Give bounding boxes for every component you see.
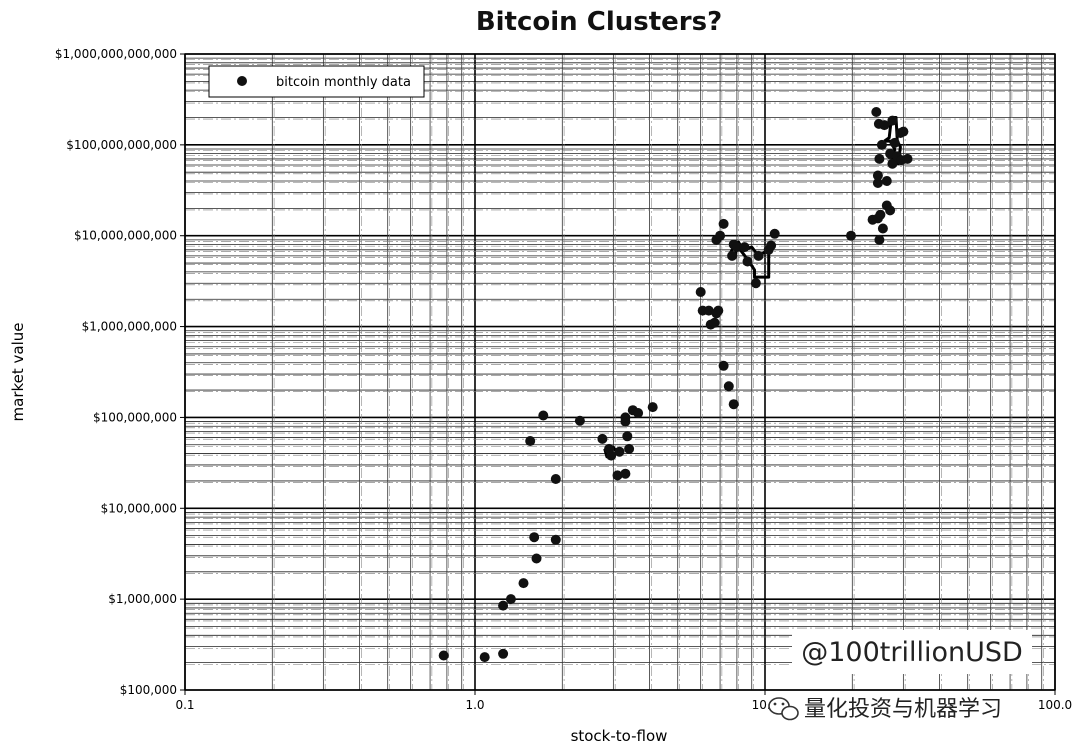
- data-point: [612, 470, 623, 481]
- data-point: [574, 415, 585, 426]
- data-point: [718, 360, 729, 371]
- watermark-handle-bg: [792, 630, 1032, 674]
- data-point: [887, 158, 898, 169]
- data-point: [709, 317, 720, 328]
- x-tick-label: 0.1: [175, 698, 194, 712]
- data-point: [728, 399, 739, 410]
- data-point: [711, 308, 722, 319]
- data-point: [614, 446, 625, 457]
- data-point: [902, 153, 913, 164]
- data-point: [538, 410, 549, 421]
- data-point: [898, 126, 909, 137]
- data-point: [731, 242, 742, 253]
- data-point: [739, 242, 750, 253]
- data-point: [695, 287, 706, 297]
- data-point: [620, 412, 631, 423]
- data-points: [438, 107, 913, 663]
- data-point: [718, 218, 729, 229]
- data-point: [753, 250, 764, 261]
- data-point: [769, 228, 780, 239]
- data-point: [885, 205, 896, 216]
- data-point: [622, 431, 633, 442]
- data-point: [505, 594, 516, 605]
- data-point: [647, 402, 658, 413]
- y-tick-label: $1,000,000: [108, 592, 177, 606]
- data-point: [529, 532, 540, 543]
- data-point: [498, 648, 509, 659]
- data-point: [633, 408, 644, 418]
- data-point: [871, 107, 882, 117]
- data-point: [889, 137, 900, 148]
- data-point: [518, 578, 529, 589]
- data-point: [877, 223, 888, 234]
- grid-lines: [184, 53, 1056, 691]
- y-tick-label: $100,000,000: [93, 410, 177, 424]
- y-tick-label: $100,000,000,000: [66, 138, 177, 152]
- x-tick-label: 1.0: [465, 698, 484, 712]
- data-point: [550, 474, 561, 484]
- data-point: [531, 553, 542, 564]
- x-axis-label: stock-to-flow: [571, 727, 668, 745]
- y-tick-label: $1,000,000,000,000: [55, 47, 177, 61]
- data-point: [703, 305, 714, 316]
- watermark-handle: @100trillionUSD: [792, 630, 1032, 674]
- chart-title: Bitcoin Clusters?: [476, 7, 722, 37]
- data-point: [766, 240, 777, 251]
- data-point: [715, 230, 726, 241]
- y-axis-ticks: $100,000 $1,000,000 $10,000,000 $100,000,00…: [55, 47, 185, 697]
- legend: bitcoin monthly data: [208, 65, 425, 98]
- x-tick-label: 100.0: [1038, 698, 1072, 712]
- y-tick-label: $1,000,000,000: [82, 320, 177, 334]
- watermark-brand-text: 量化投资与机器学习: [804, 697, 1002, 722]
- wechat-icon: [768, 697, 799, 721]
- data-point: [874, 234, 885, 245]
- data-point: [550, 534, 561, 545]
- data-point: [723, 381, 734, 392]
- data-point: [881, 176, 892, 186]
- legend-marker: [237, 76, 247, 86]
- y-tick-label: $100,000: [120, 683, 177, 697]
- data-point: [876, 139, 887, 150]
- data-point: [624, 443, 635, 454]
- watermark-handle-text: @100trillionUSD: [801, 637, 1023, 668]
- data-point: [750, 278, 761, 289]
- plot-frame: [184, 53, 1056, 691]
- data-point: [727, 250, 738, 261]
- data-point: [498, 600, 509, 611]
- data-point: [620, 468, 631, 479]
- data-point: [846, 230, 856, 241]
- data-point: [525, 436, 536, 446]
- data-point: [606, 450, 617, 461]
- data-point: [438, 650, 449, 661]
- watermark-brand: 量化投资与机器学习: [768, 697, 1002, 722]
- data-point: [872, 178, 883, 188]
- data-point: [887, 115, 898, 126]
- data-point: [872, 170, 883, 181]
- y-axis-label: market value: [9, 323, 27, 422]
- data-point: [875, 209, 886, 220]
- data-point: [742, 256, 753, 267]
- legend-label: bitcoin monthly data: [276, 75, 411, 90]
- data-point: [879, 120, 890, 131]
- y-tick-label: $10,000,000: [101, 501, 177, 515]
- data-point: [597, 433, 608, 444]
- y-tick-label: $10,000,000,000: [74, 229, 177, 243]
- data-point: [479, 652, 490, 663]
- data-point: [874, 153, 885, 164]
